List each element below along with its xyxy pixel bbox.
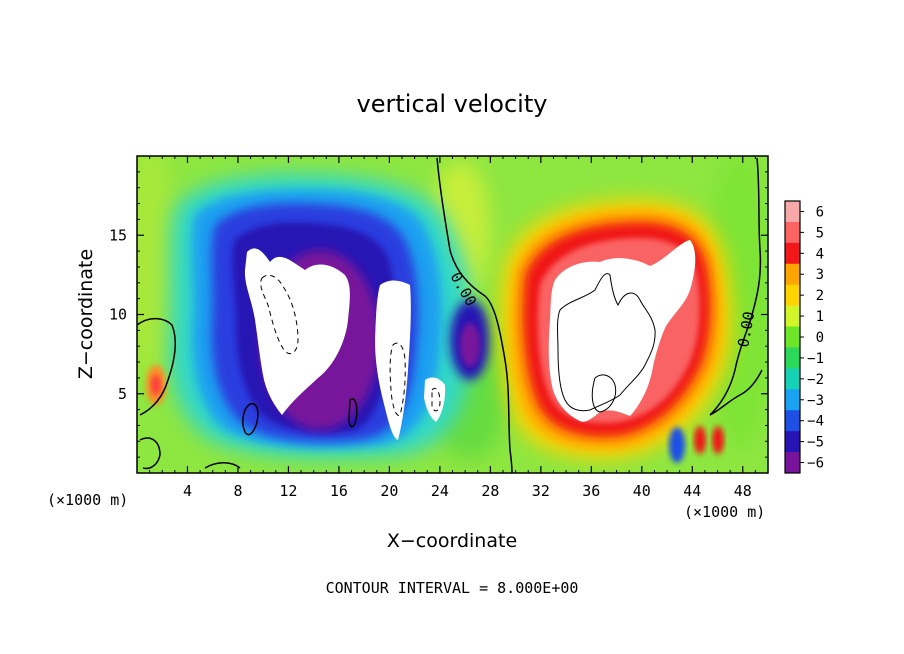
colorbar-label: 0 (816, 330, 824, 346)
colorbar-swatch (785, 305, 800, 328)
x-tick-label: 4 (183, 482, 192, 500)
colorbar-label: 2 (816, 288, 824, 304)
colorbar-label: 6 (816, 204, 824, 220)
y-axis-ticks: 5 10 15 (109, 171, 768, 458)
colorbar-swatch (785, 368, 800, 390)
zero-contour-center (436, 157, 513, 473)
small-red-pocket-2 (712, 426, 724, 454)
x-tick-label: 48 (734, 482, 752, 500)
x-tick-label: 44 (683, 482, 701, 500)
colorbar-swatch (785, 347, 800, 369)
contour-lines (137, 157, 763, 473)
colorbar-swatch (785, 431, 800, 453)
colorbar-swatch (785, 389, 800, 411)
zero-contour-loop-1 (242, 403, 259, 436)
dashed-contour-1 (260, 274, 299, 355)
colorbar-swatch (785, 326, 800, 348)
colorbar-swatch (785, 410, 800, 432)
colorbar-label: 1 (816, 309, 824, 325)
zero-contour-left (137, 317, 176, 416)
colorbar-label: 5 (816, 225, 824, 241)
white-region-contour-inner (591, 374, 617, 413)
x-tick-label: 8 (233, 482, 242, 500)
downdraft-core-right-purple (460, 323, 480, 367)
colorbar-swatch (785, 284, 800, 307)
zero-contour-right (709, 157, 763, 416)
white-core-mid (375, 280, 411, 440)
x-tick-label: 24 (431, 482, 449, 500)
x-axis-ticks: 4 8 12 16 20 24 28 32 36 40 44 48 (149, 156, 756, 500)
x-tick-label: 32 (532, 482, 550, 500)
colorbar-label: −5 (807, 435, 824, 451)
x-unit-left: (×1000 m) (47, 491, 128, 509)
contour-label-right: 0.00 (734, 310, 758, 349)
x-tick-label: 36 (582, 482, 600, 500)
chart-title: vertical velocity (357, 90, 548, 118)
dashed-contour-3 (431, 387, 441, 412)
colorbar-label: −4 (807, 414, 824, 430)
colorbar-label: −2 (807, 372, 824, 388)
colorbar-swatch (785, 263, 800, 286)
colorbar-label: −6 (807, 456, 824, 472)
small-red-pocket-1 (694, 426, 706, 454)
updraft-small-left-core (151, 375, 161, 395)
x-unit-right: (×1000 m) (684, 503, 765, 521)
x-tick-label: 16 (330, 482, 348, 500)
y-tick-label: 15 (109, 226, 127, 244)
x-tick-label: 28 (481, 482, 499, 500)
y-axis-label: Z−coordinate (75, 249, 97, 379)
colorbar-label: 4 (816, 246, 824, 262)
white-core-small (424, 377, 446, 422)
y-tick-label: 10 (109, 306, 127, 324)
dashed-contour-2 (389, 342, 406, 416)
plot-area: 0.00 0.00 (137, 156, 768, 473)
colorbar-swatch (785, 242, 800, 265)
zero-contour-loop-2 (348, 398, 358, 428)
white-region-contour (557, 273, 656, 412)
colorbar: 6 5 4 3 2 1 0 −1 −2 −3 −4 −5 −6 (784, 200, 824, 474)
small-blue-pocket (669, 427, 685, 463)
y-tick-label: 5 (118, 385, 127, 403)
colorbar-label: −1 (807, 351, 824, 367)
zero-contour-bottom-left (139, 437, 161, 470)
zero-contour-bottom-small (204, 462, 241, 469)
colorbar-swatch (785, 221, 800, 244)
colorbar-label: 3 (816, 267, 824, 283)
contour-interval-label: CONTOUR INTERVAL = 8.000E+00 (326, 579, 579, 597)
colorbar-swatch (785, 201, 800, 223)
white-core-right (548, 240, 696, 422)
x-tick-label: 12 (279, 482, 297, 500)
x-axis-label: X−coordinate (387, 530, 517, 552)
x-tick-label: 40 (633, 482, 651, 500)
x-tick-label: 20 (380, 482, 398, 500)
colorbar-swatch (785, 452, 800, 474)
colorbar-label: −3 (807, 393, 824, 409)
